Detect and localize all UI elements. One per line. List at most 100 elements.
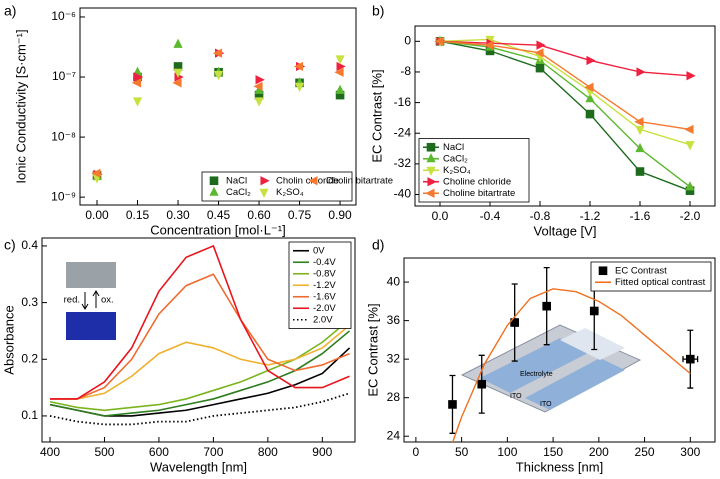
legend-label: -1.6V: [313, 291, 336, 302]
legend-label: 0V: [313, 245, 325, 256]
data-layer: [91, 38, 346, 184]
panel-label: d): [372, 237, 384, 253]
legend-label: Choline chloride: [443, 176, 511, 187]
legend-label: K₂SO₄: [443, 165, 471, 176]
y-tick-label: 10⁻⁷: [52, 69, 76, 83]
marker: [434, 36, 444, 46]
y-tick-label: 32: [387, 351, 401, 365]
legend-label: Choline bitartrate: [443, 188, 515, 199]
legend-label: -0.4V: [313, 257, 336, 268]
series-line: [439, 38, 691, 146]
marker: [685, 181, 695, 191]
marker: [510, 318, 519, 327]
marker: [448, 400, 457, 409]
marker: [484, 40, 494, 50]
y-tick-label: 0.3: [21, 295, 38, 309]
legend-label: -2.0V: [313, 303, 336, 314]
x-tick-label: -0.4: [480, 209, 501, 223]
panel-label: b): [372, 3, 384, 19]
marker: [535, 63, 545, 73]
inset-label: Electrolyte: [520, 371, 553, 378]
series-line: [439, 40, 691, 188]
legend-label: K₂SO₄: [276, 187, 304, 198]
marker: [132, 97, 143, 107]
marker: [589, 306, 599, 316]
y-tick-label: 24: [387, 428, 401, 442]
legend-label: NaCl: [226, 175, 247, 186]
x-tick-label: 250: [635, 445, 655, 459]
x-tick-label: 0.00: [85, 208, 109, 222]
y-axis-label: EC Contrast [%]: [365, 303, 380, 396]
marker: [585, 109, 595, 119]
data-layer: [434, 35, 696, 195]
legend-marker: [260, 176, 270, 186]
x-tick-label: 0.30: [166, 208, 190, 222]
legend-label: 2.0V: [313, 314, 333, 325]
legend-marker: [209, 176, 219, 186]
x-tick-label: 0: [413, 445, 420, 459]
marker: [684, 124, 694, 135]
marker: [172, 78, 182, 88]
marker: [335, 55, 345, 65]
y-tick-label: 36: [387, 313, 401, 327]
x-tick-label: 150: [543, 445, 563, 459]
legend-label: NaCl: [443, 142, 464, 153]
plot-frame: [79, 7, 357, 206]
y-tick-label: 0.2: [21, 351, 38, 365]
marker: [635, 125, 645, 136]
legend-label: -1.2V: [313, 280, 336, 291]
marker: [254, 97, 264, 107]
data-layer: [49, 244, 351, 426]
marker: [253, 81, 263, 91]
x-tick-label: 900: [312, 445, 332, 459]
y-tick-label: -24: [394, 125, 412, 139]
marker: [477, 379, 487, 389]
marker: [173, 38, 183, 48]
oxidized-film: [66, 262, 116, 288]
x-tick-label: 200: [589, 445, 609, 459]
marker: [534, 48, 544, 58]
y-tick-label: 0.1: [21, 408, 38, 422]
legend-label: EC Contrast: [615, 265, 667, 276]
inset-label: ox.: [101, 295, 114, 306]
marker: [585, 93, 595, 103]
panel: 0.00 0.15 0.30 0.45 0.60 0.75 0.90 10⁻⁹ 10⁻⁸ 10⁻⁷…: [4, 3, 393, 238]
y-tick-label: 10⁻⁸: [51, 129, 76, 143]
panel-label: c): [4, 237, 16, 253]
series-line: [451, 288, 691, 442]
marker: [336, 61, 346, 72]
series-line: [439, 40, 691, 77]
x-tick-label: 100: [497, 445, 517, 459]
inset-c: red. ox.: [64, 262, 116, 340]
x-tick-label: 0.90: [328, 208, 352, 222]
y-tick-label: 40: [387, 274, 401, 288]
legend-label: -0.8V: [313, 268, 336, 279]
x-axis-label: Concentration [mol·L⁻¹]: [150, 222, 285, 237]
x-tick-label: -1.6: [630, 209, 651, 223]
series-line: [49, 330, 351, 417]
marker: [213, 70, 224, 81]
electrode: [480, 338, 590, 393]
legend-marker: [598, 266, 608, 276]
x-tick-label: 0.60: [247, 208, 271, 222]
marker: [685, 141, 695, 151]
y-axis-label: EC Contrast [%]: [369, 69, 384, 162]
legend-label: CaCl₂: [443, 153, 468, 164]
inset-d: Electrolyte ITO ITO: [460, 324, 642, 413]
legend-marker: [426, 153, 436, 163]
marker: [536, 40, 546, 50]
electrode: [525, 358, 625, 410]
marker: [636, 67, 646, 77]
x-tick-label: 0.0: [432, 209, 449, 223]
marker: [335, 84, 345, 94]
series-line: [50, 273, 350, 400]
inset-label: red.: [64, 295, 80, 306]
legend-box: [590, 261, 712, 292]
y-tick-label: 0: [404, 33, 411, 47]
marker: [255, 75, 265, 85]
marker: [173, 68, 183, 78]
x-tick-label: 600: [149, 445, 169, 459]
series-line: [50, 244, 350, 400]
